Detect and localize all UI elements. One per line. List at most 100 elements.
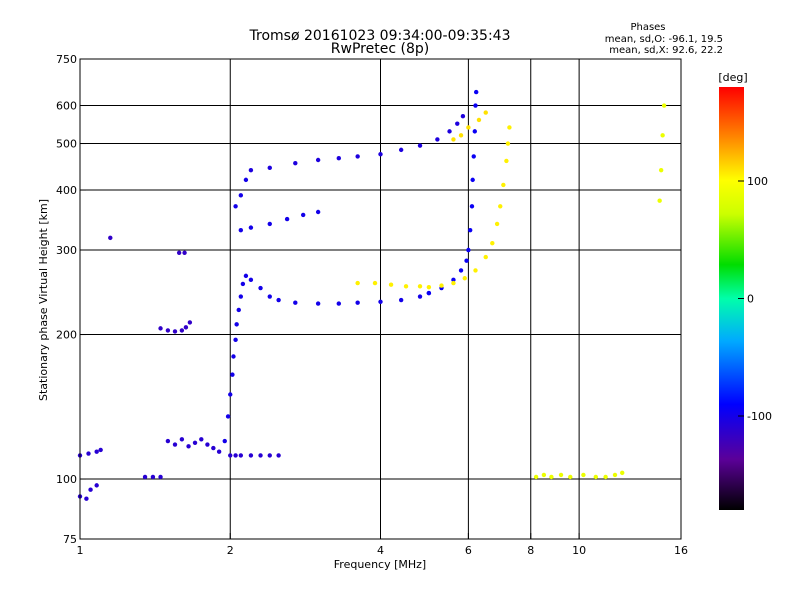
data-point — [398, 147, 404, 153]
data-point — [94, 449, 99, 454]
data-point — [657, 198, 662, 203]
data-point — [473, 268, 478, 273]
data-point — [494, 221, 500, 227]
data-point — [186, 444, 191, 449]
data-point — [216, 449, 222, 454]
data-point — [98, 447, 103, 453]
data-point — [225, 414, 231, 419]
data-point — [142, 474, 148, 480]
data-point — [315, 209, 321, 215]
data-point — [466, 125, 471, 130]
data-point — [183, 325, 189, 330]
data-point — [158, 474, 163, 480]
data-point — [234, 322, 239, 327]
y-tick-label: 600 — [56, 100, 77, 113]
data-point — [660, 133, 665, 138]
y-tick-label: 400 — [56, 184, 77, 197]
data-point — [426, 290, 432, 296]
data-point — [233, 337, 238, 343]
axis-ticks: 1 2 4 6 8 10 16 75 100 200 300 400 500 600 750 — [56, 53, 688, 557]
data-point — [176, 250, 182, 256]
legend-line-x: mean, sd,X: 92.6, 22.2 — [609, 45, 723, 56]
data-point — [417, 284, 423, 289]
y-tick-label: 750 — [56, 53, 77, 66]
data-point — [172, 329, 178, 334]
data-point — [94, 483, 99, 488]
data-point — [403, 284, 409, 289]
data-point — [372, 280, 378, 286]
data-point — [447, 129, 452, 134]
data-point — [293, 300, 298, 305]
data-point — [473, 89, 479, 95]
y-tick-label: 100 — [56, 473, 77, 486]
data-point — [658, 167, 664, 173]
data-point — [469, 204, 475, 209]
data-point — [230, 372, 235, 377]
y-tick-label: 500 — [56, 138, 77, 151]
data-point — [165, 328, 171, 333]
data-point — [267, 453, 272, 458]
data-point — [505, 141, 511, 146]
data-point — [179, 437, 185, 442]
y-axis-label: Stationary phase Virtual Height [km] — [37, 199, 50, 401]
data-point — [233, 453, 238, 458]
data-point — [267, 165, 272, 171]
data-point — [355, 300, 360, 305]
colorbar-tick-label: -100 — [747, 410, 772, 423]
data-point — [455, 121, 460, 126]
data-point — [108, 235, 113, 241]
legend-line-o: mean, sd,O: -96.1, 19.5 — [605, 34, 723, 45]
data-point — [222, 438, 227, 444]
data-point — [417, 294, 423, 299]
data-point — [172, 442, 178, 447]
data-point — [187, 320, 193, 325]
data-point — [398, 297, 404, 303]
colorbar-label: [deg] — [718, 71, 747, 84]
data-point — [336, 301, 342, 306]
colorbar-tick-label: 100 — [747, 175, 768, 188]
data-point — [378, 299, 383, 305]
data-point — [426, 284, 432, 290]
data-point — [84, 496, 89, 501]
data-point — [233, 204, 238, 209]
data-point — [603, 474, 608, 480]
data-point — [248, 277, 254, 283]
x-tick-label: 4 — [377, 544, 384, 557]
chart-subtitle: RwPretec (8p) — [331, 41, 429, 57]
data-point — [417, 143, 423, 148]
data-point — [276, 453, 281, 458]
data-point — [472, 129, 477, 134]
data-point — [199, 437, 204, 442]
data-point — [240, 281, 246, 287]
data-point — [355, 280, 360, 286]
data-point — [182, 250, 187, 256]
data-point — [533, 474, 539, 480]
data-point — [336, 156, 342, 161]
data-point — [228, 453, 233, 458]
data-point — [150, 474, 156, 480]
data-points — [77, 89, 667, 501]
data-point — [462, 276, 467, 281]
data-point — [558, 472, 564, 478]
data-point — [568, 474, 573, 480]
data-point — [158, 326, 163, 331]
data-point — [471, 154, 476, 159]
data-point — [483, 110, 488, 115]
data-point — [300, 212, 306, 218]
colorbar-ticks: 100 0 -100 — [738, 175, 772, 423]
data-point — [458, 268, 464, 273]
data-point — [470, 177, 475, 183]
data-point — [504, 158, 509, 164]
data-point — [490, 240, 495, 246]
chart-title: Tromsø 20161023 09:34:00-09:35:43 — [249, 28, 511, 44]
x-tick-label: 1 — [77, 544, 84, 557]
data-point — [205, 442, 210, 447]
data-point — [88, 487, 93, 492]
grid-layer — [80, 59, 681, 539]
data-point — [243, 177, 249, 183]
data-point — [86, 451, 91, 456]
data-point — [238, 294, 244, 299]
y-tick-label: 300 — [56, 244, 77, 257]
data-point — [293, 160, 298, 166]
